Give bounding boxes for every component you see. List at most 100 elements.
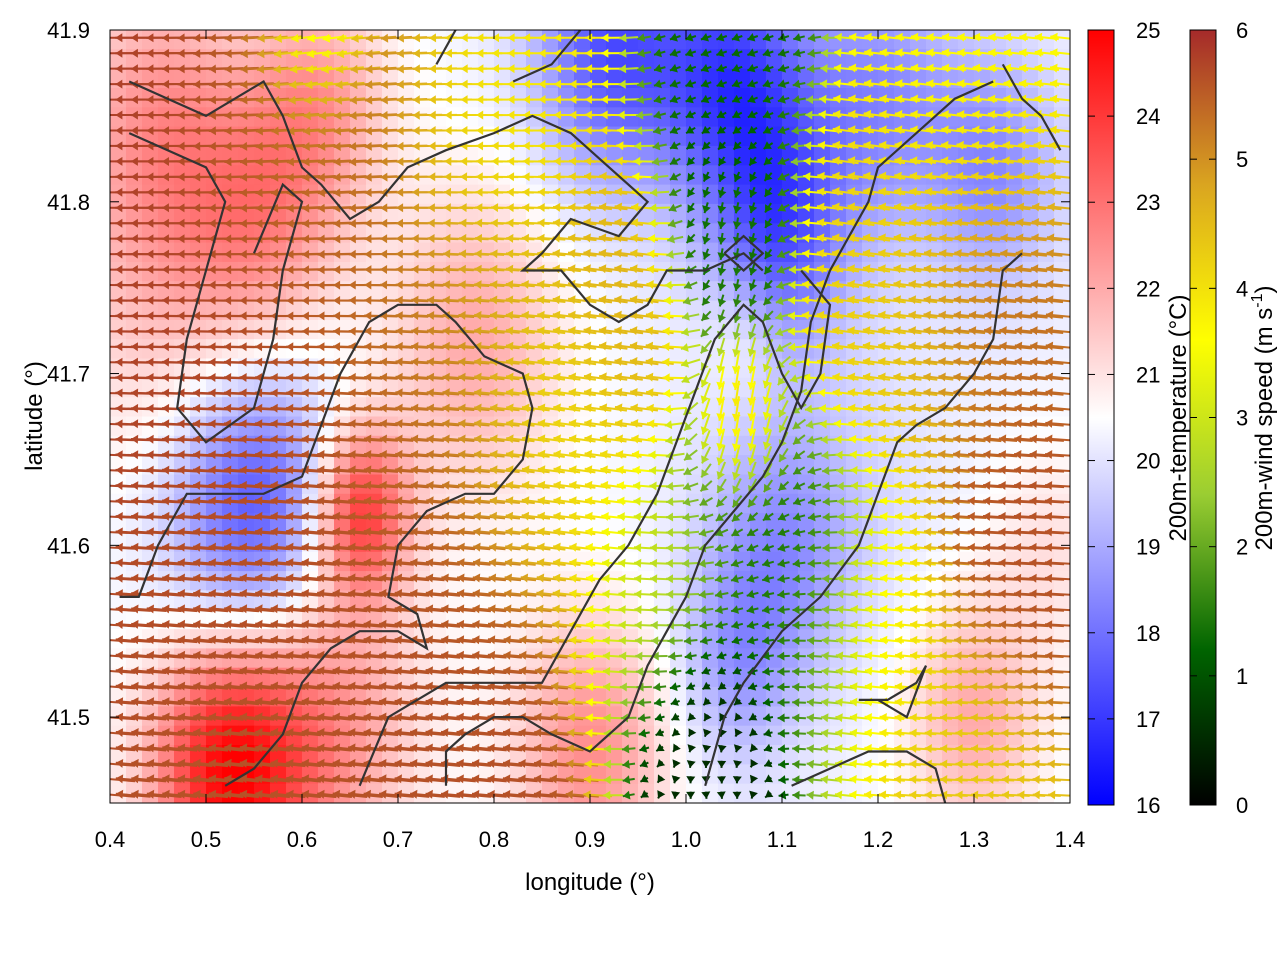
temperature-cell <box>126 262 143 282</box>
wind-arrow-head <box>100 620 107 629</box>
temperature-cell <box>574 262 591 282</box>
temperature-cell <box>350 571 367 591</box>
temperature-cell <box>1022 185 1039 205</box>
temperature-cell <box>830 648 847 668</box>
temperature-cell <box>958 571 975 591</box>
temperature-cell <box>1054 764 1071 784</box>
temperature-cell <box>846 571 863 591</box>
temperature-cell <box>894 494 911 514</box>
temperature-cell <box>622 726 639 746</box>
temperature-cell <box>254 320 271 340</box>
temperature-cell <box>334 339 351 359</box>
temperature-cell <box>606 69 623 89</box>
temperature-cell <box>110 30 127 50</box>
temperature-cell <box>638 726 655 746</box>
wind-arrow-head <box>100 636 107 645</box>
temperature-cell <box>798 185 815 205</box>
temperature-cell <box>478 571 495 591</box>
temperature-cell <box>126 185 143 205</box>
temperature-cell <box>270 494 287 514</box>
temperature-cell <box>958 107 975 127</box>
temperature-cell <box>494 571 511 591</box>
temperature-cell <box>686 339 703 359</box>
wind-arrow-head <box>100 697 107 706</box>
temperature-cell <box>798 262 815 282</box>
temperature-cell <box>638 165 655 185</box>
temperature-cell <box>1054 726 1071 746</box>
temperature-cell <box>462 648 479 668</box>
temperature-cell <box>110 571 127 591</box>
temperature-cell <box>494 648 511 668</box>
temperature-cell <box>174 571 191 591</box>
wind-arrow-head <box>100 589 107 598</box>
temperature-cell <box>814 69 831 89</box>
plot-area <box>100 30 1080 804</box>
temperature-cell <box>638 706 655 726</box>
temperature-cell <box>798 146 815 166</box>
temperature-cell <box>814 417 831 437</box>
temperature-cell <box>1038 571 1055 591</box>
temperature-cell <box>110 533 127 553</box>
temperature-cell <box>286 262 303 282</box>
temperature-cell <box>142 494 159 514</box>
temperature-cell <box>686 764 703 784</box>
temperature-cell <box>302 417 319 437</box>
temperature-cell <box>286 301 303 321</box>
temperature-cell <box>830 475 847 495</box>
temperature-cell <box>1054 397 1071 417</box>
temperature-cell <box>1054 629 1071 649</box>
temperature-cell <box>110 339 127 359</box>
temperature-cell <box>126 339 143 359</box>
temperature-cell <box>126 571 143 591</box>
temperature-cell <box>670 764 687 784</box>
wind-arrow-head <box>100 790 107 799</box>
temperature-cell <box>574 185 591 205</box>
temperature-cell <box>974 30 991 50</box>
temperature-cell <box>910 494 927 514</box>
temperature-cell <box>1054 784 1071 804</box>
temperature-cell <box>990 30 1007 50</box>
wind-arrow-head <box>100 651 107 660</box>
temperature-cell <box>478 648 495 668</box>
temperature-cell <box>1054 243 1071 263</box>
temperature-cell <box>958 494 975 514</box>
temperature-cell <box>590 30 607 50</box>
temperature-cell <box>350 494 367 514</box>
temperature-cell <box>846 494 863 514</box>
temperature-cell <box>1054 107 1071 127</box>
temperature-cell <box>110 648 127 668</box>
temperature-cell <box>126 417 143 437</box>
temperature-cell <box>846 648 863 668</box>
wind-arrow-head <box>100 713 107 722</box>
temperature-cell <box>894 726 911 746</box>
temperature-cell <box>270 243 287 263</box>
wind-arrow-head <box>100 682 107 691</box>
temperature-cell <box>1054 706 1071 726</box>
temperature-cell <box>270 417 287 437</box>
temperature-cell <box>366 417 383 437</box>
temperature-cell <box>1054 475 1071 495</box>
temperature-cell <box>574 648 591 668</box>
temperature-cell <box>622 784 639 804</box>
temperature-cell <box>542 223 559 243</box>
temperature-cell <box>270 223 287 243</box>
temperature-cell <box>158 726 175 746</box>
wind-arrow-head <box>100 744 107 753</box>
temperature-cell <box>110 417 127 437</box>
temperature-cell <box>654 764 671 784</box>
temperature-cell <box>830 533 847 553</box>
temperature-cell <box>174 648 191 668</box>
temperature-cell <box>606 107 623 127</box>
temperature-cell <box>878 726 895 746</box>
wind-arrow-head <box>100 774 107 783</box>
temperature-cell <box>958 30 975 50</box>
temperature-cell <box>126 494 143 514</box>
temperature-cell <box>686 706 703 726</box>
temperature-cell <box>126 648 143 668</box>
temperature-cell <box>814 687 831 707</box>
temperature-cell <box>590 784 607 804</box>
temperature-cell <box>334 494 351 514</box>
temperature-cell <box>302 262 319 282</box>
